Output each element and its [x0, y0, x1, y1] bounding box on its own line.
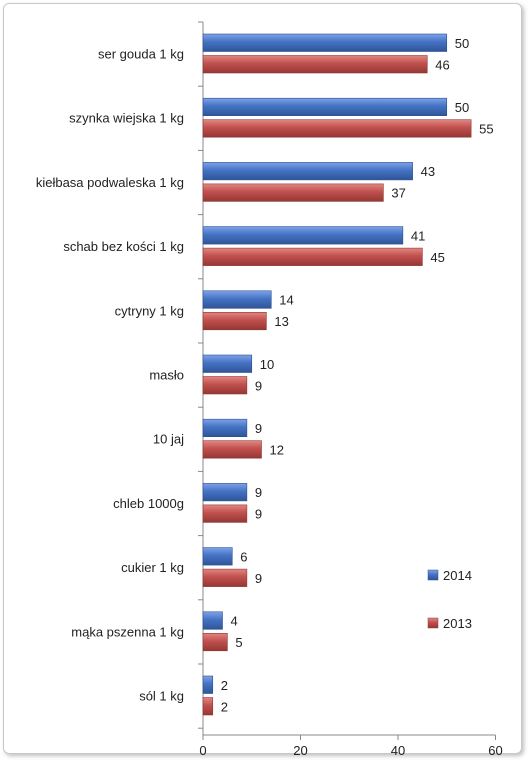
x-tick-label: 0: [199, 743, 206, 758]
category-label: schab bez kości 1 kg: [63, 239, 184, 254]
data-label-2013: 55: [479, 121, 493, 136]
data-label-2013: 46: [435, 57, 449, 72]
bar-2013: [202, 119, 472, 138]
category-label: chleb 1000g: [113, 496, 184, 511]
bar-2013: [202, 55, 428, 74]
data-label-2013: 13: [274, 314, 288, 329]
legend-label-2014: 2014: [443, 568, 472, 583]
legend-label-2013: 2013: [443, 616, 472, 631]
category-label: cukier 1 kg: [121, 560, 184, 575]
data-label-2013: 9: [255, 507, 262, 522]
bar-2013: [202, 247, 423, 266]
data-label-2013: 2: [221, 699, 228, 714]
bar-2014: [202, 611, 223, 630]
x-tick-label: 40: [391, 743, 405, 758]
bar-2013: [202, 311, 267, 331]
data-label-2014: 9: [255, 485, 262, 500]
data-label-2014: 6: [240, 549, 247, 564]
data-label-2014: 2: [221, 678, 228, 693]
data-label-2014: 9: [255, 421, 262, 436]
bar-2014: [202, 675, 214, 694]
category-label: sól 1 kg: [139, 689, 184, 704]
bar-2013: [202, 440, 262, 459]
legend-swatch-2013: [427, 617, 439, 629]
data-label-2013: 12: [270, 442, 284, 457]
x-tick-label: 20: [293, 743, 307, 758]
data-label-2014: 50: [455, 100, 469, 115]
bar-2014: [202, 33, 448, 52]
data-label-2013: 45: [430, 250, 444, 265]
data-label-2013: 37: [391, 186, 405, 201]
category-label: 10 jaj: [153, 432, 184, 447]
data-label-2014: 14: [279, 293, 293, 308]
data-label-2014: 43: [421, 164, 435, 179]
bar-2014: [202, 418, 248, 438]
data-label-2014: 41: [411, 228, 425, 243]
category-label: ser gouda 1 kg: [98, 47, 184, 62]
bar-2014: [202, 547, 233, 566]
bar-2014: [202, 226, 404, 245]
category-label: szynka wiejska 1 kg: [69, 111, 184, 126]
bar-2014: [202, 290, 272, 309]
data-label-2014: 4: [231, 614, 238, 629]
bar-2013: [202, 632, 228, 652]
data-label-2014: 10: [260, 357, 274, 372]
legend-swatch-2014: [427, 569, 439, 581]
x-tick-label: 60: [488, 743, 502, 758]
bar-2013: [202, 697, 214, 716]
category-label: kiełbasa podwaleska 1 kg: [36, 175, 184, 190]
data-label-2013: 9: [255, 378, 262, 393]
bar-2013: [202, 183, 384, 202]
bar-2013: [202, 568, 248, 587]
bar-2014: [202, 162, 413, 181]
bar-2014: [202, 97, 448, 116]
data-label-2013: 5: [235, 635, 242, 650]
bar-2013: [202, 376, 248, 395]
category-label: masło: [149, 368, 184, 383]
bar-2014: [202, 483, 248, 502]
data-label-2014: 50: [455, 36, 469, 51]
bar-2013: [202, 504, 248, 523]
bar-2014: [202, 354, 253, 373]
data-label-2013: 9: [255, 571, 262, 586]
category-label: mąka pszenna 1 kg: [71, 624, 184, 639]
category-label: cytryny 1 kg: [115, 303, 184, 318]
